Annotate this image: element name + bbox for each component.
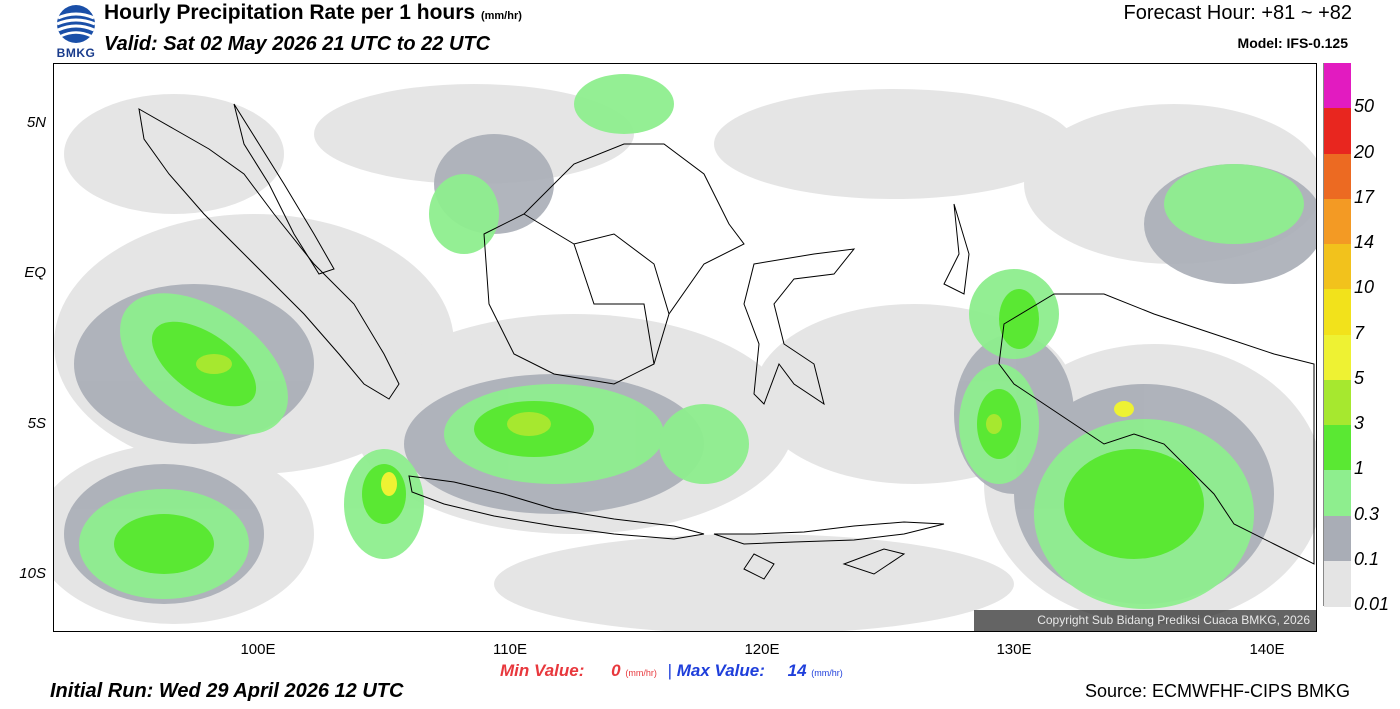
bmkg-emblem-icon — [56, 5, 96, 43]
colorbar-level-label: 20 — [1354, 141, 1375, 162]
colorbar-level-label: 7 — [1354, 322, 1365, 343]
colorbar-level-label: 0.01 — [1354, 594, 1390, 614]
copyright-notice: Copyright Sub Bidang Prediksi Cuaca BMKG… — [974, 610, 1316, 631]
lat-label-eq: EQ — [24, 264, 46, 281]
colorbar-segment — [1324, 470, 1351, 516]
colorbar-segment — [1324, 198, 1351, 245]
max-label: Max Value: — [676, 661, 765, 680]
colorbar-segment — [1324, 108, 1351, 154]
colorbar — [1323, 63, 1351, 607]
logo-text: BMKG — [56, 46, 96, 60]
title-unit: (mm/hr) — [480, 10, 522, 22]
lon-label-130e: 130E — [996, 641, 1032, 658]
colorbar-level-label: 14 — [1354, 232, 1375, 252]
lat-label-5n: 5N — [26, 114, 46, 131]
max-unit: (mm/hr) — [811, 668, 843, 678]
colorbar-level-label: 0.3 — [1354, 503, 1380, 524]
colorbar-level-label: 3 — [1354, 413, 1365, 433]
colorbar-segment — [1324, 244, 1351, 290]
lat-label-10s: 10S — [19, 565, 46, 582]
colorbar-level-label: 0.1 — [1354, 548, 1380, 569]
colorbar-segment — [1324, 289, 1351, 335]
forecast-hour: Forecast Hour: +81 ~ +82 — [1123, 2, 1352, 24]
lon-label-110e: 110E — [493, 641, 527, 658]
initial-run: Initial Run: Wed 29 April 2026 12 UTC — [50, 680, 404, 702]
lon-label-100e: 100E — [240, 641, 276, 658]
colorbar-level-label: 1 — [1354, 458, 1365, 479]
map-canvas — [54, 64, 1316, 631]
colorbar-segment — [1324, 153, 1351, 200]
bmkg-logo: BMKG — [52, 2, 100, 60]
colorbar-level-label: 10 — [1354, 277, 1375, 298]
lat-label-5s: 5S — [27, 415, 46, 432]
min-unit: (mm/hr) — [625, 668, 657, 678]
data-source: Source: ECMWFHF-CIPS BMKG — [1084, 681, 1350, 701]
min-max-values: Min Value: 0 (mm/hr) | Max Value: 14 (mm… — [500, 661, 843, 680]
min-label: Min Value: — [500, 661, 585, 680]
precipitation-map — [53, 63, 1317, 632]
lon-label-120e: 120E — [744, 641, 780, 658]
colorbar-segment — [1324, 379, 1351, 426]
valid-period: Valid: Sat 02 May 2026 21 UTC to 22 UTC — [104, 33, 491, 55]
colorbar-level-label: 50 — [1354, 96, 1375, 117]
max-value: 14 — [787, 661, 807, 680]
min-value: 0 — [611, 661, 621, 680]
lon-label-140e: 140E — [1249, 641, 1285, 658]
colorbar-segment — [1324, 515, 1351, 562]
colorbar-segment — [1324, 334, 1351, 381]
colorbar-level-label: 17 — [1354, 186, 1375, 207]
chart-title: Hourly Precipitation Rate per 1 hours (m… — [104, 1, 522, 25]
colorbar-level-label: 5 — [1354, 367, 1365, 388]
model-label: Model: IFS-0.125 — [1237, 35, 1348, 51]
colorbar-segment — [1324, 560, 1351, 607]
colorbar-segment — [1324, 425, 1351, 471]
title-text: Hourly Precipitation Rate per 1 hours — [104, 1, 476, 24]
colorbar-segment — [1324, 63, 1351, 109]
